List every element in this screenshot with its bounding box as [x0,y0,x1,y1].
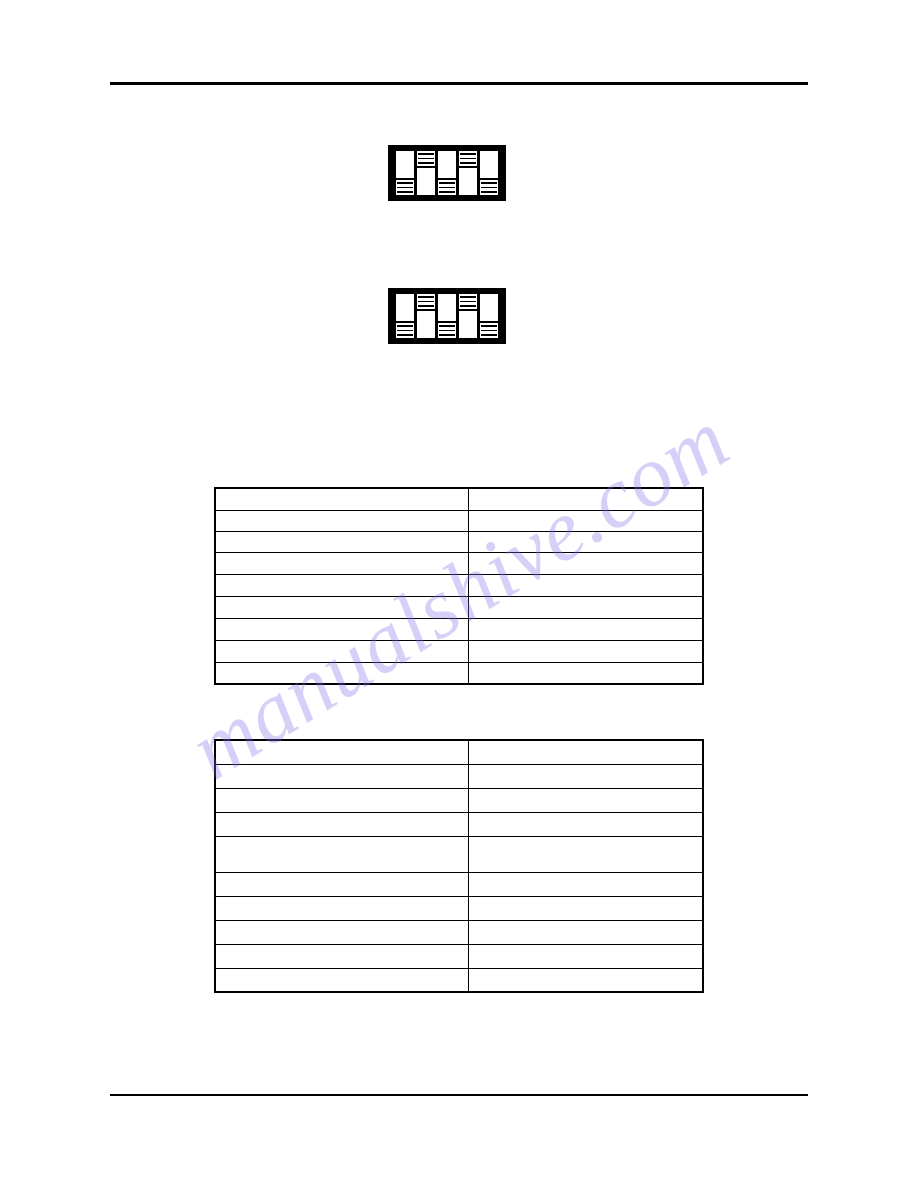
table-cell [469,896,703,920]
table-cell [469,788,703,812]
page: manualshive.com [0,0,918,1188]
table-cell [215,510,469,531]
table-cell [215,812,469,836]
table-cell [215,740,469,764]
icon-lines [396,180,414,195]
table-row [215,812,703,836]
icon-col [459,294,477,338]
table-row [215,920,703,944]
icon-panel [396,294,414,321]
table-cell [469,968,703,992]
icon-col [396,294,414,338]
table-cell [469,812,703,836]
icon-lines [396,323,414,338]
table-cell [215,488,469,510]
icon-col [480,294,498,338]
table-cell [215,944,469,968]
library-icon [388,145,506,201]
icon-panel [396,151,414,178]
table-cell [469,740,703,764]
icon-lines [480,323,498,338]
icon-lines [459,294,477,309]
icon-panel [417,311,435,338]
table-cell [469,640,703,662]
rule-bottom [110,1094,808,1096]
icon-col [459,151,477,195]
table-cell [469,618,703,640]
table-row [215,596,703,618]
table-row [215,896,703,920]
table-row [215,944,703,968]
icon-col [438,151,456,195]
icon-col [438,294,456,338]
table-row [215,640,703,662]
table-cell [215,836,469,872]
table-row [215,740,703,764]
table-cell [215,596,469,618]
table-row [215,764,703,788]
table-cell [215,574,469,596]
table-row [215,836,703,872]
table-cell [215,788,469,812]
table-1 [214,487,704,685]
table-row [215,618,703,640]
table-cell [215,640,469,662]
table-cell [469,836,703,872]
icon-col [396,151,414,195]
icon-panel [480,151,498,178]
table-cell [469,574,703,596]
icon-col [480,151,498,195]
table-cell [469,662,703,684]
rule-top [110,82,808,85]
icon-lines [459,151,477,166]
table-cell [215,531,469,552]
table-row [215,968,703,992]
icon-col [417,151,435,195]
icon-panel [459,311,477,338]
table-cell [469,764,703,788]
table-row [215,872,703,896]
icon-panel [438,151,456,178]
table-cell [469,531,703,552]
table-cell [469,872,703,896]
library-icon [388,288,506,344]
table-row [215,510,703,531]
table-cell [469,552,703,574]
table-cell [215,968,469,992]
table-cell [215,552,469,574]
icon-panel [480,294,498,321]
table-row [215,574,703,596]
icon-col [417,294,435,338]
table-row [215,662,703,684]
icon-lines [480,180,498,195]
icon-lines [438,323,456,338]
icon-panel [438,294,456,321]
table-cell [469,488,703,510]
table-cell [469,944,703,968]
icon-panel [459,168,477,195]
table-cell [469,920,703,944]
table-row [215,531,703,552]
table-cell [469,596,703,618]
table-cell [469,510,703,531]
table-row [215,788,703,812]
icon-lines [417,151,435,166]
table-row [215,552,703,574]
table-2 [214,739,704,993]
icon-panel [417,168,435,195]
table-row [215,488,703,510]
table-cell [215,920,469,944]
table-cell [215,618,469,640]
icon-lines [417,294,435,309]
table-cell [215,764,469,788]
icon-lines [438,180,456,195]
table-cell [215,896,469,920]
table-cell [215,662,469,684]
table-cell [215,872,469,896]
